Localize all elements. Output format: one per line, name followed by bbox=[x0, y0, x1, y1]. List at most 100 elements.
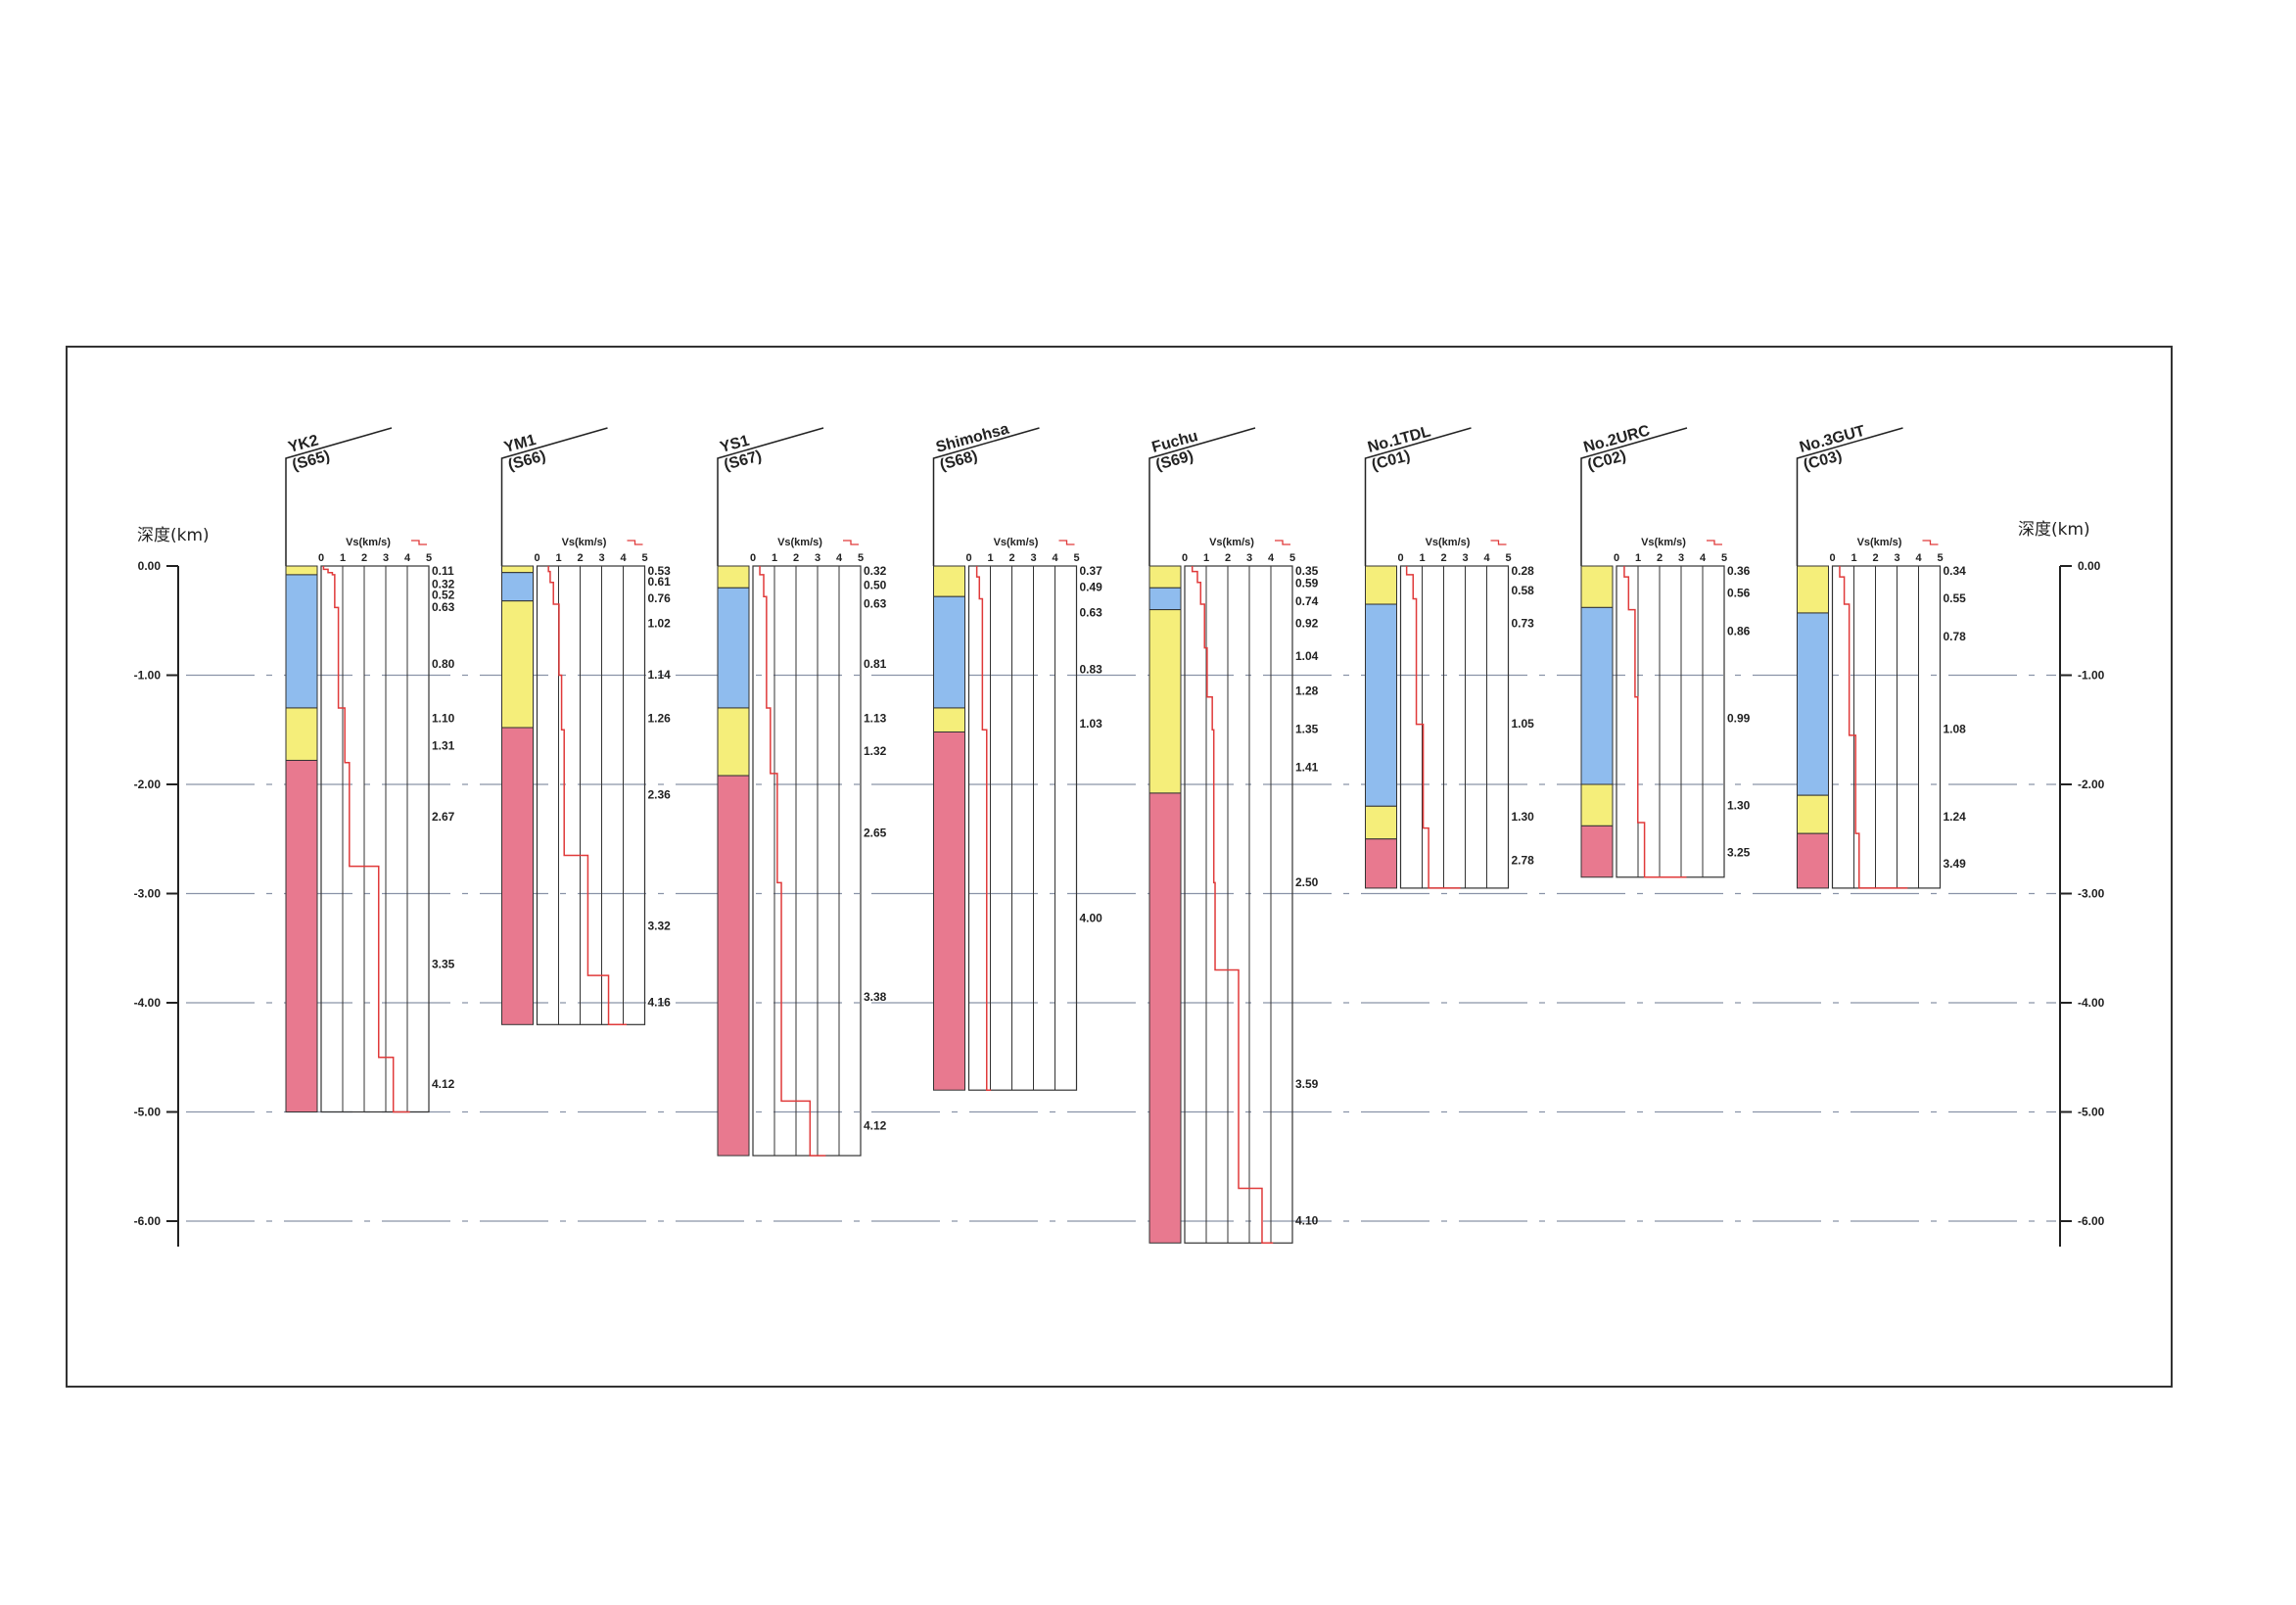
lithology-layer-blue bbox=[1148, 587, 1182, 611]
vs-axis-tick-label: 4 bbox=[1700, 552, 1707, 564]
vs-value-label: 0.28 bbox=[1512, 564, 1535, 578]
vs-value-label: 0.59 bbox=[1295, 576, 1319, 590]
right-axis-tick-label: -4.00 bbox=[2078, 996, 2105, 1010]
vs-panel-frame bbox=[967, 565, 1078, 1091]
vs-value-label: 4.16 bbox=[648, 995, 672, 1009]
lithology-layer-yellow bbox=[285, 707, 318, 761]
lithology-layer-blue bbox=[501, 572, 534, 602]
vs-value-label: 1.28 bbox=[1295, 684, 1319, 698]
right-axis-tick-label: -3.00 bbox=[2078, 887, 2105, 901]
vs-value-label: 3.49 bbox=[1944, 857, 1967, 871]
vs-axis-tick-label: 1 bbox=[555, 552, 561, 564]
vs-axis-tick-label: 4 bbox=[1052, 552, 1058, 564]
vs-value-label: 0.63 bbox=[432, 600, 455, 614]
site-column-yk2: YK2(S65)Vs(km/s)0 1 2 3 4 50.110.320.520.630.… bbox=[285, 427, 455, 1113]
vs-value-label: 0.53 bbox=[648, 564, 672, 578]
vs-axis-tick-label: 5 bbox=[1289, 552, 1295, 564]
left-axis-tick-label: -1.00 bbox=[134, 669, 162, 683]
right-axis-tick-label: -6.00 bbox=[2078, 1214, 2105, 1228]
left-axis-tick-label: -6.00 bbox=[134, 1214, 162, 1228]
lithology-layer-red bbox=[717, 775, 750, 1157]
vs-axis-tick-label: 3 bbox=[598, 552, 604, 564]
vs-axis-tick-label: 3 bbox=[1894, 552, 1899, 564]
vs-value-label: 3.35 bbox=[432, 957, 455, 970]
figure-frame bbox=[66, 346, 2173, 1388]
vs-panel-frame bbox=[1616, 565, 1725, 878]
vs-value-label: 0.50 bbox=[864, 578, 887, 591]
vs-panel-frame bbox=[536, 565, 646, 1025]
vs-panel-frame bbox=[1184, 565, 1293, 1244]
vs-value-label: 4.12 bbox=[432, 1077, 455, 1091]
lithology-layer-yellow bbox=[1580, 783, 1614, 826]
vs-axis-tick-label: 3 bbox=[815, 552, 820, 564]
lithology-layer-yellow bbox=[1365, 805, 1397, 840]
vs-profile-line bbox=[322, 566, 410, 1113]
vs-value-label: 1.05 bbox=[1512, 717, 1535, 731]
site-header-flag bbox=[717, 427, 824, 566]
vs-axis-tick-label: 2 bbox=[361, 552, 367, 564]
vs-value-label: 2.67 bbox=[432, 810, 455, 824]
vs-value-label: 0.83 bbox=[1080, 662, 1103, 676]
vs-axis-tick-label: 2 bbox=[1872, 552, 1878, 564]
vs-value-label: 0.56 bbox=[1727, 586, 1751, 599]
vs-value-label: 1.13 bbox=[864, 712, 887, 726]
vs-axis-tick-label: 1 bbox=[1851, 552, 1856, 564]
site-header-flag bbox=[285, 427, 393, 566]
vs-value-label: 0.99 bbox=[1727, 712, 1751, 726]
vs-value-label: 1.14 bbox=[648, 668, 672, 682]
lithology-layer-yellow bbox=[1148, 565, 1182, 589]
right-axis-tick-label: 0.00 bbox=[2078, 559, 2101, 573]
site-column-ys1: YS1(S67)Vs(km/s)0 1 2 3 4 50.320.500.630.811.… bbox=[717, 427, 887, 1157]
vs-value-label: 0.61 bbox=[648, 575, 672, 589]
vs-axis-tick-label: 2 bbox=[577, 552, 583, 564]
vs-axis-tick-label: 3 bbox=[1678, 552, 1684, 564]
vs-value-label: 0.73 bbox=[1512, 617, 1535, 631]
vs-value-label: 0.35 bbox=[1295, 564, 1319, 578]
vs-value-label: 1.30 bbox=[1727, 799, 1751, 813]
vs-legend-symbol bbox=[1058, 540, 1075, 545]
vs-axis-tick-label: 5 bbox=[1505, 552, 1511, 564]
left-depth-axis: 深度(km) 0.00 -1.00 -2.00 -3.00 -4.00 -5.00 -6.0… bbox=[134, 526, 210, 1247]
vs-axis-tick-label: 5 bbox=[858, 552, 864, 564]
vs-axis-tick-label: 0 bbox=[534, 552, 539, 564]
lithology-layer-yellow bbox=[1580, 565, 1614, 608]
lithology-layer-red bbox=[1365, 838, 1397, 889]
vs-value-label: 1.04 bbox=[1295, 649, 1319, 663]
vs-axis-tick-label: 4 bbox=[1915, 552, 1922, 564]
vs-value-label: 1.41 bbox=[1295, 761, 1319, 775]
vs-value-label: 0.52 bbox=[432, 589, 455, 602]
lithology-layer-blue bbox=[1797, 612, 1829, 796]
vs-value-label: 1.02 bbox=[648, 617, 672, 631]
vs-axis-title: Vs(km/s) bbox=[994, 537, 1039, 548]
vs-legend-symbol bbox=[1922, 540, 1939, 545]
site-header-flag bbox=[1580, 427, 1688, 566]
lithology-layer-red bbox=[285, 759, 318, 1112]
left-axis-title: 深度(km) bbox=[137, 526, 210, 545]
vs-value-label: 1.10 bbox=[432, 712, 455, 726]
site-column-no-1tdl: No.1TDL(C01)Vs(km/s)0 1 2 3 4 50.280.580.731.… bbox=[1364, 423, 1535, 889]
site-column-fuchu: Fuchu(S69)Vs(km/s)0 1 2 3 4 50.350.590.740.92… bbox=[1148, 427, 1319, 1245]
vs-value-label: 2.78 bbox=[1512, 853, 1535, 867]
vs-axis-tick-label: 2 bbox=[1008, 552, 1014, 564]
vs-value-label: 0.76 bbox=[648, 591, 672, 605]
left-axis-tick-label: 0.00 bbox=[138, 559, 162, 573]
vs-profile-line bbox=[759, 566, 826, 1157]
vs-axis-tick-label: 0 bbox=[1614, 552, 1619, 564]
vs-axis-tick-label: 1 bbox=[987, 552, 993, 564]
vs-axis-tick-label: 3 bbox=[1030, 552, 1036, 564]
vs-value-label: 0.11 bbox=[432, 564, 454, 578]
vs-axis-tick-label: 5 bbox=[426, 552, 432, 564]
vs-axis-tick-label: 5 bbox=[641, 552, 647, 564]
vs-axis-tick-label: 5 bbox=[1073, 552, 1079, 564]
vs-value-label: 0.78 bbox=[1944, 630, 1967, 643]
right-axis-tick-label: -1.00 bbox=[2078, 669, 2105, 683]
lithology-layer-red bbox=[1580, 825, 1614, 878]
vs-axis-tick-label: 4 bbox=[620, 552, 627, 564]
lithology-layer-yellow bbox=[501, 565, 534, 574]
vs-value-label: 1.35 bbox=[1295, 723, 1319, 736]
lithology-layer-yellow bbox=[1797, 794, 1829, 834]
lithology-layer-yellow bbox=[717, 707, 750, 777]
right-axis-tick-label: -5.00 bbox=[2078, 1106, 2105, 1119]
lithology-layer-yellow bbox=[717, 565, 750, 589]
lithology-layer-blue bbox=[1580, 606, 1614, 785]
